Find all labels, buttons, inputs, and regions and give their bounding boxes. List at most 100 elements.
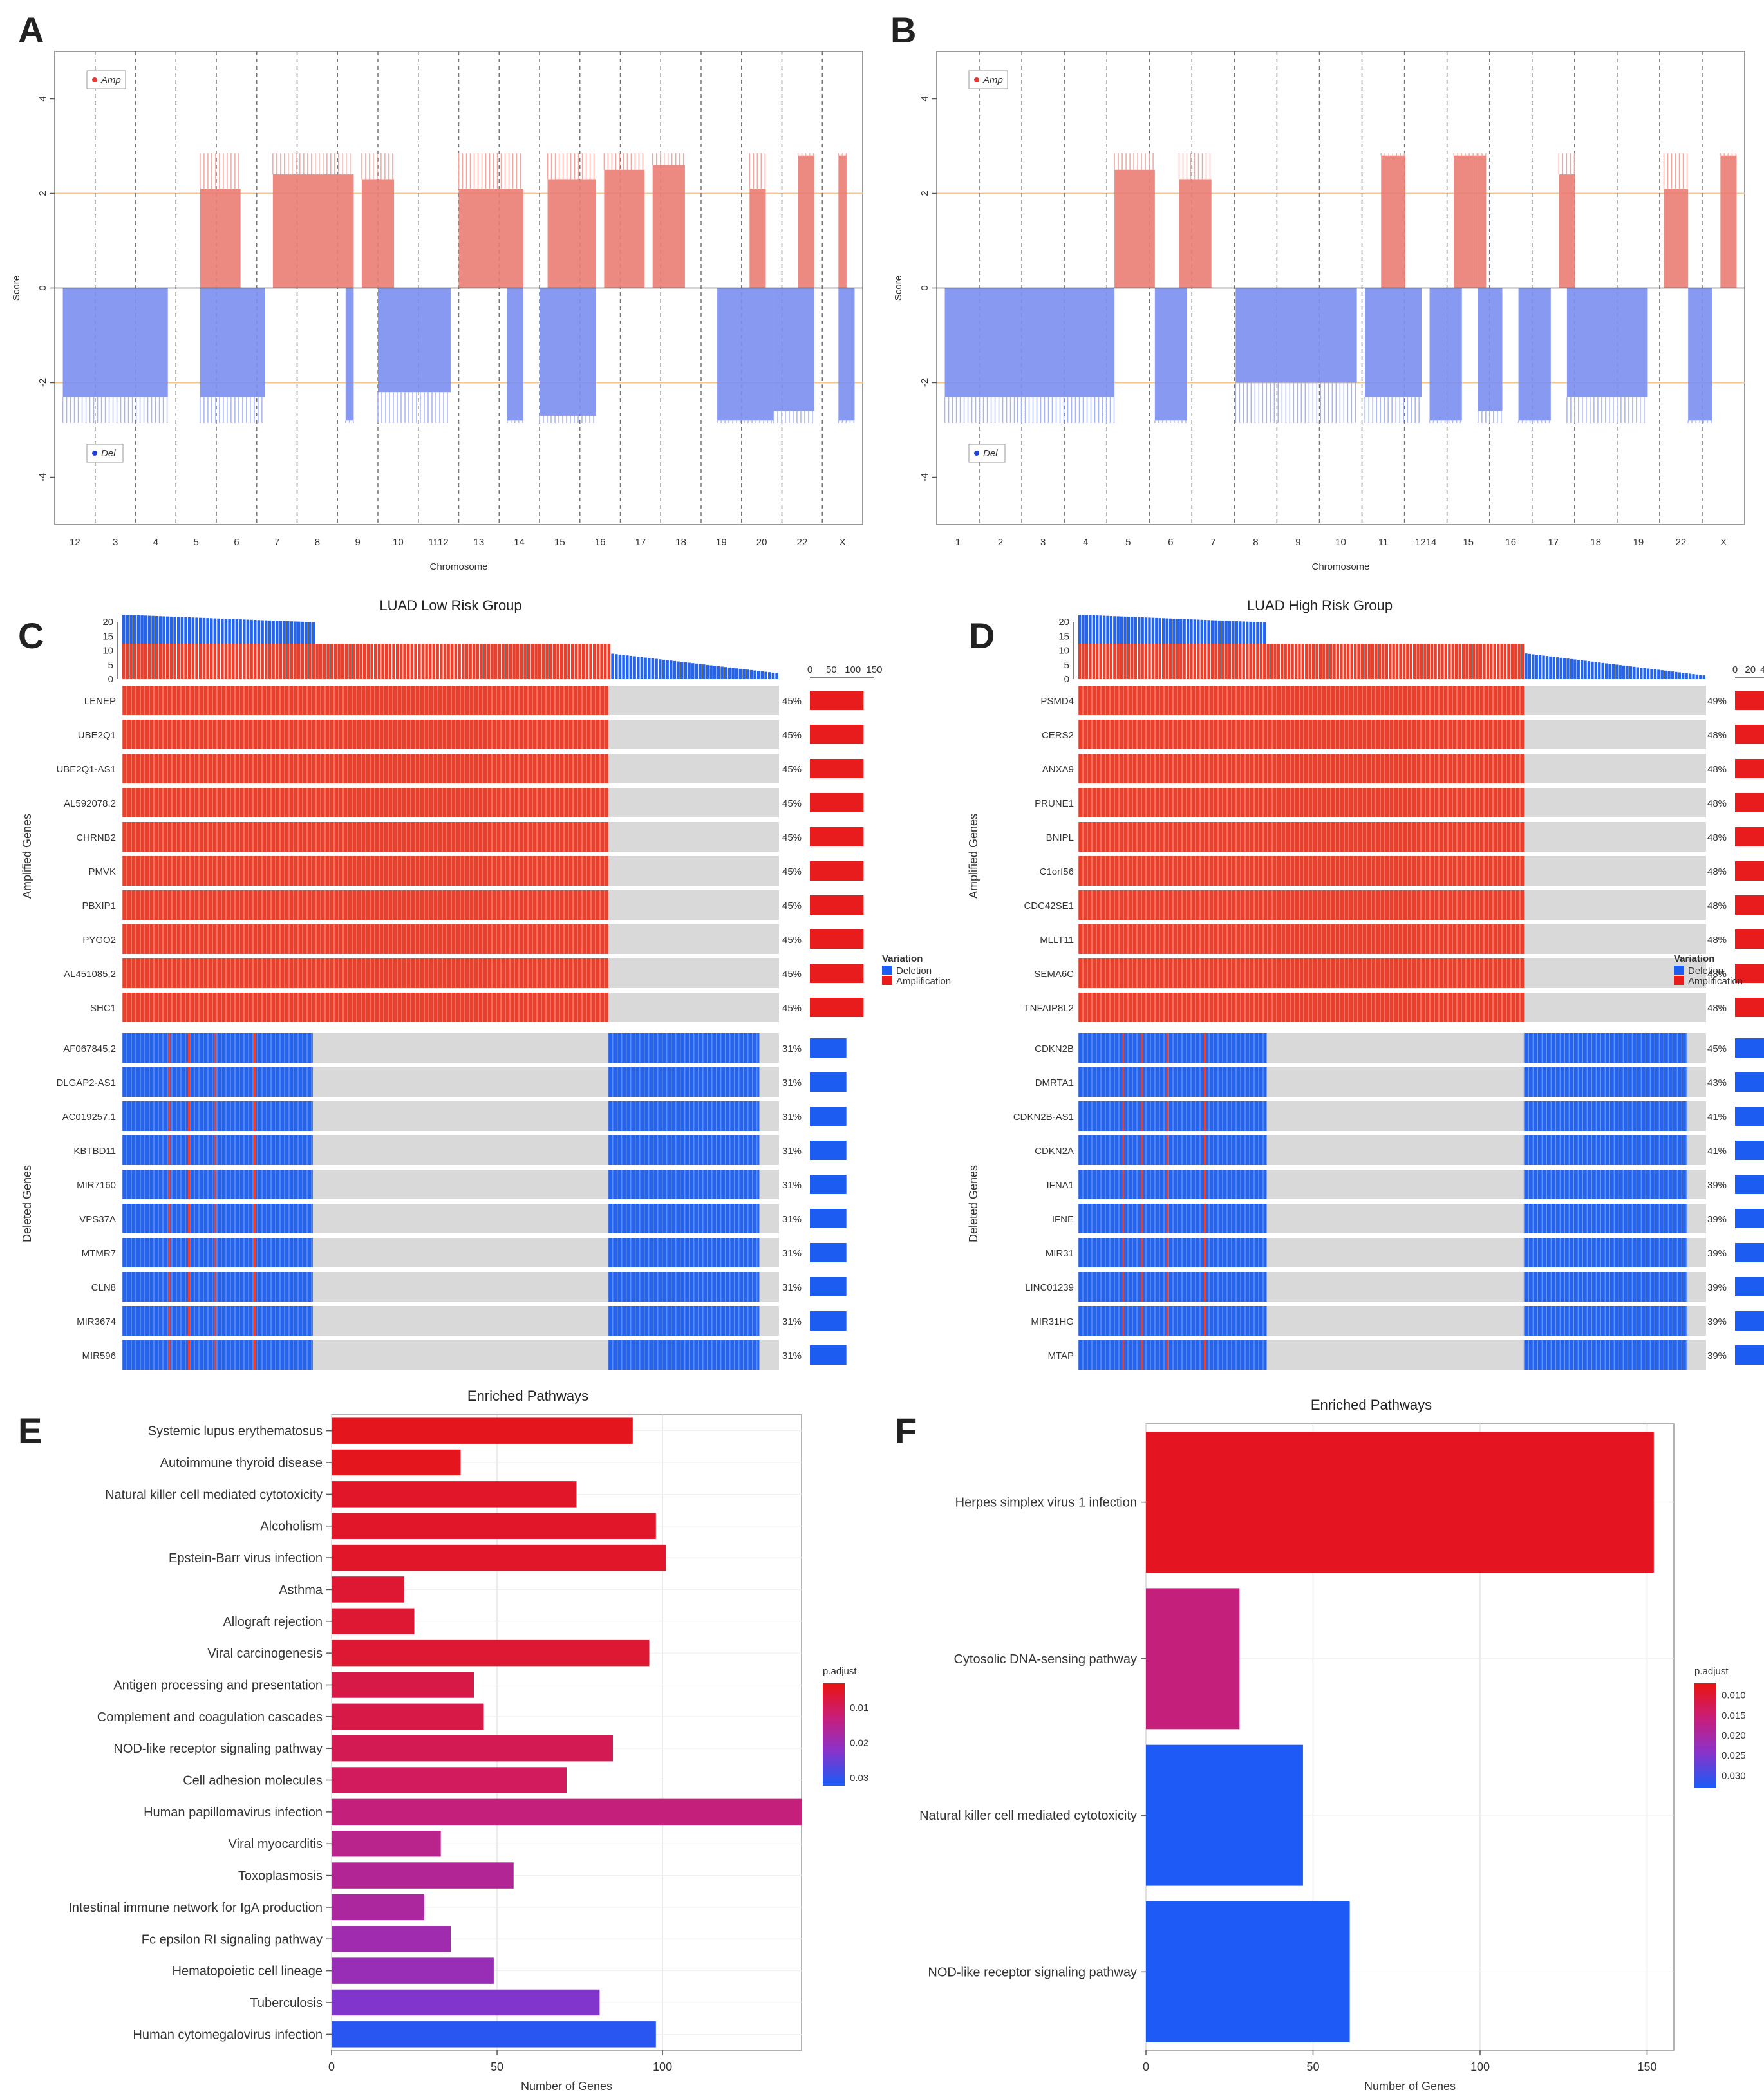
row-del-block-left [1078,1135,1267,1165]
top-bar-amp [1277,644,1281,679]
gene-label: PSMD4 [1040,696,1074,707]
side-bar [1735,691,1764,710]
top-bar-del [180,617,184,644]
top-bar-amp [1315,644,1318,679]
gene-percent: 31% [782,1248,802,1259]
row-del-amp-mark [214,1067,216,1097]
top-bar-del [1158,618,1161,644]
top-bar-amp [381,644,384,679]
top-bar-del [691,663,695,679]
row-amp-block [122,924,608,954]
top-bar-amp [312,644,315,679]
row-del-block-left [1078,1272,1267,1302]
top-bar-amp [1172,644,1176,679]
row-del-amp-mark [1166,1170,1168,1199]
top-bar-amp [348,644,352,679]
top-bar-del [1197,619,1200,644]
legend-del-dot [92,451,97,456]
top-bar-del [709,665,713,679]
top-bar-amp [545,644,549,679]
top-bar-del [1646,668,1650,679]
legend-amplification-swatch [882,976,892,985]
amp-segment [1179,179,1212,288]
row-del-amp-mark [1122,1101,1125,1131]
row-del-block-right [1524,1272,1687,1302]
gene-percent: 31% [782,1316,802,1327]
chromosome-label: 11 [1378,537,1389,548]
top-bar-amp [509,644,512,679]
panel-letter-d: D [969,615,995,656]
row-del-amp-mark [188,1204,190,1233]
row-del-block-left [122,1101,313,1131]
oncoprint-high-risk: LUAD High Risk Group05101520020406080PSM… [967,597,1764,1370]
top-bar-amp [1217,644,1221,679]
gene-percent: 31% [782,1078,802,1088]
top-bar-del [1532,654,1535,679]
top-bar-del [1172,619,1176,644]
row-del-block-right [1524,1101,1687,1131]
side-bar [810,725,864,744]
row-del-block-left [1078,1033,1267,1063]
side-bar [1735,861,1764,881]
top-bar-del [1106,615,1109,644]
top-bar-amp [1165,644,1168,679]
top-bar-amp [1455,644,1458,679]
amp-segment [1664,189,1689,288]
side-bar [1735,1072,1764,1092]
top-bar-del [1611,664,1615,679]
oncoprint-title: LUAD High Risk Group [1247,597,1393,613]
side-bar [810,1311,847,1331]
chromosome-label: 9 [355,537,360,548]
top-bar-del [1239,621,1242,644]
amp-segment [604,169,645,288]
top-bar-amp [254,644,257,679]
top-bar-amp [1273,644,1277,679]
gene-percent: 31% [782,1282,802,1293]
row-del-amp-mark [1166,1306,1168,1336]
row-del-block-left [1078,1306,1267,1336]
top-axis-tick: 10 [102,646,113,657]
top-bar-amp [1385,644,1388,679]
top-bar-del [1131,617,1134,644]
side-bar [810,759,864,778]
amp-segment [1381,155,1405,288]
row-del-amp-mark [1166,1238,1168,1267]
side-bar [1735,827,1764,846]
del-segment [1566,288,1648,397]
del-segment [1017,288,1115,397]
legend-amplification-label: Amplification [896,976,951,987]
top-bar-amp [1402,644,1406,679]
top-bar-amp [604,644,607,679]
top-bar-del [699,664,702,679]
gene-percent: 43% [1707,1078,1727,1088]
top-bar-del [1682,673,1685,679]
top-bar-del [633,656,636,679]
row-del-block-left [122,1238,313,1267]
top-bar-amp [250,644,253,679]
row-del-amp-mark [1204,1306,1206,1336]
gene-label: C1orf56 [1040,866,1074,877]
row-amp-block [122,754,608,783]
top-bar-amp [1228,644,1232,679]
top-bar-amp [1483,644,1486,679]
legend-amp-label: Amp [100,75,121,86]
top-bar-amp [1392,644,1395,679]
top-bar-del [720,666,724,679]
side-bar [1735,1243,1764,1262]
top-bar-del [764,671,767,679]
row-del-amp-mark [1204,1238,1206,1267]
top-bar-amp [1420,644,1423,679]
top-bar-amp [432,644,436,679]
top-bar-del [1528,653,1532,679]
top-bar-amp [180,644,184,679]
chromosome-label: 17 [1548,537,1559,548]
top-bar-del [1099,615,1102,644]
legend-del: Del [968,444,1006,463]
top-bar-del [1082,615,1085,644]
x-axis-label: Chromosome [1311,561,1369,572]
top-bar-del [1214,620,1217,644]
row-del-amp-mark [254,1135,256,1165]
top-bar-amp [563,644,567,679]
top-bar-amp [421,644,425,679]
gene-percent: 39% [1707,1180,1727,1191]
